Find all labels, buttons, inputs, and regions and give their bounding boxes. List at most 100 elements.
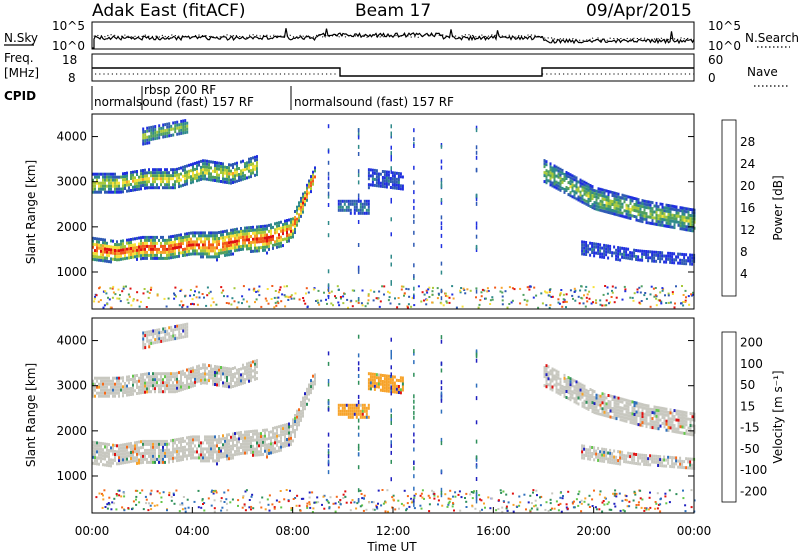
range-gate-cell [146, 129, 149, 133]
range-gate-cell [280, 229, 282, 233]
range-gate-cell [92, 257, 94, 261]
range-gate-cell [573, 190, 576, 194]
range-gate-cell [561, 387, 564, 391]
range-gate-cell [144, 247, 146, 251]
range-gate-cell [184, 171, 186, 175]
range-gate-cell [593, 192, 596, 196]
range-gate-cell [232, 444, 234, 448]
range-gate-cell [293, 297, 296, 300]
range-gate-cell [617, 192, 620, 196]
range-gate-cell [290, 433, 292, 437]
range-gate-cell [122, 239, 124, 243]
range-gate-cell [178, 245, 180, 249]
range-gate-cell [575, 392, 578, 396]
range-gate-cell [560, 289, 563, 291]
range-gate-cell [627, 195, 630, 199]
range-gate-cell [216, 365, 218, 369]
range-gate-cell [122, 446, 124, 450]
range-gate-cell [122, 181, 124, 185]
range-gate-cell [254, 377, 256, 381]
range-gate-cell [563, 376, 566, 380]
range-gate-cell [272, 432, 274, 436]
range-gate-cell [585, 184, 588, 188]
range-gate-cell [146, 135, 149, 139]
range-gate-cell [406, 306, 409, 309]
range-gate-cell [643, 418, 646, 422]
range-gate-cell [562, 298, 565, 301]
range-gate-cell [198, 370, 200, 374]
range-gate-cell [351, 415, 354, 419]
range-gate-cell [250, 361, 252, 365]
range-gate-cell [637, 255, 640, 259]
range-gate-cell [681, 261, 684, 265]
range-gate-cell [294, 228, 296, 231]
range-gate-cell [104, 256, 106, 260]
range-gate-cell [138, 376, 140, 380]
range-gate-cell [681, 224, 684, 228]
range-gate-cell [186, 179, 188, 183]
range-gate-cell [683, 416, 686, 420]
range-gate-cell [162, 132, 165, 136]
range-gate-cell [158, 331, 161, 335]
range-gate-cell [553, 179, 556, 183]
range-gate-cell [180, 184, 182, 188]
range-gate-cell [156, 375, 158, 379]
range-gate-cell [373, 183, 376, 187]
range-gate-cell [128, 378, 130, 382]
range-gate-cell [689, 262, 692, 266]
range-gate-cell [591, 404, 594, 408]
range-gate-cell [649, 425, 652, 429]
range-gate-cell [206, 255, 208, 259]
range-gate-cell [641, 202, 644, 206]
range-gate-cell [657, 461, 660, 464]
range-gate-cell [186, 253, 188, 257]
range-gate-cell [170, 451, 172, 455]
range-gate-cell [280, 445, 282, 449]
range-gate-cell [625, 407, 628, 411]
range-gate-cell [645, 413, 648, 417]
range-gate-cell [176, 255, 178, 259]
range-gate-cell [236, 161, 238, 165]
range-gate-cell [365, 208, 368, 212]
range-gate-cell [599, 459, 602, 463]
range-gate-cell [337, 202, 340, 206]
range-gate-cell [401, 184, 404, 188]
range-gate-cell [140, 248, 142, 252]
range-gate-cell [94, 258, 96, 262]
range-gate-cell [184, 168, 186, 172]
range-gate-cell [126, 442, 128, 446]
range-gate-cell [166, 387, 168, 391]
range-gate-cell [647, 413, 650, 417]
range-gate-cell [160, 439, 162, 443]
range-gate-cell [204, 456, 206, 460]
range-gate-cell [116, 453, 118, 457]
range-gate-cell [688, 303, 691, 306]
range-gate-cell [96, 447, 98, 451]
range-gate-cell [198, 160, 200, 164]
range-gate-cell [677, 424, 680, 428]
range-gate-cell [204, 243, 206, 247]
range-gate-cell [327, 221, 330, 225]
range-gate-cell [314, 379, 316, 383]
range-gate-cell [174, 249, 176, 253]
range-gate-cell [180, 122, 183, 126]
range-gate-cell [184, 323, 187, 327]
range-gate-cell [116, 388, 118, 392]
range-gate-cell [256, 246, 258, 250]
range-gate-cell [142, 292, 145, 295]
range-gate-cell [236, 371, 238, 375]
range-gate-cell [605, 454, 608, 458]
range-gate-cell [593, 245, 596, 249]
range-gate-cell [276, 245, 278, 249]
range-gate-cell [164, 454, 166, 458]
range-gate-cell [144, 451, 146, 455]
range-gate-cell [278, 449, 280, 453]
range-gate-cell [130, 390, 132, 393]
range-gate-cell [617, 252, 620, 256]
range-gate-cell [545, 163, 548, 167]
range-gate-cell [178, 304, 181, 307]
range-gate-cell [613, 455, 616, 459]
range-gate-cell [232, 435, 234, 439]
range-gate-cell [583, 201, 586, 205]
